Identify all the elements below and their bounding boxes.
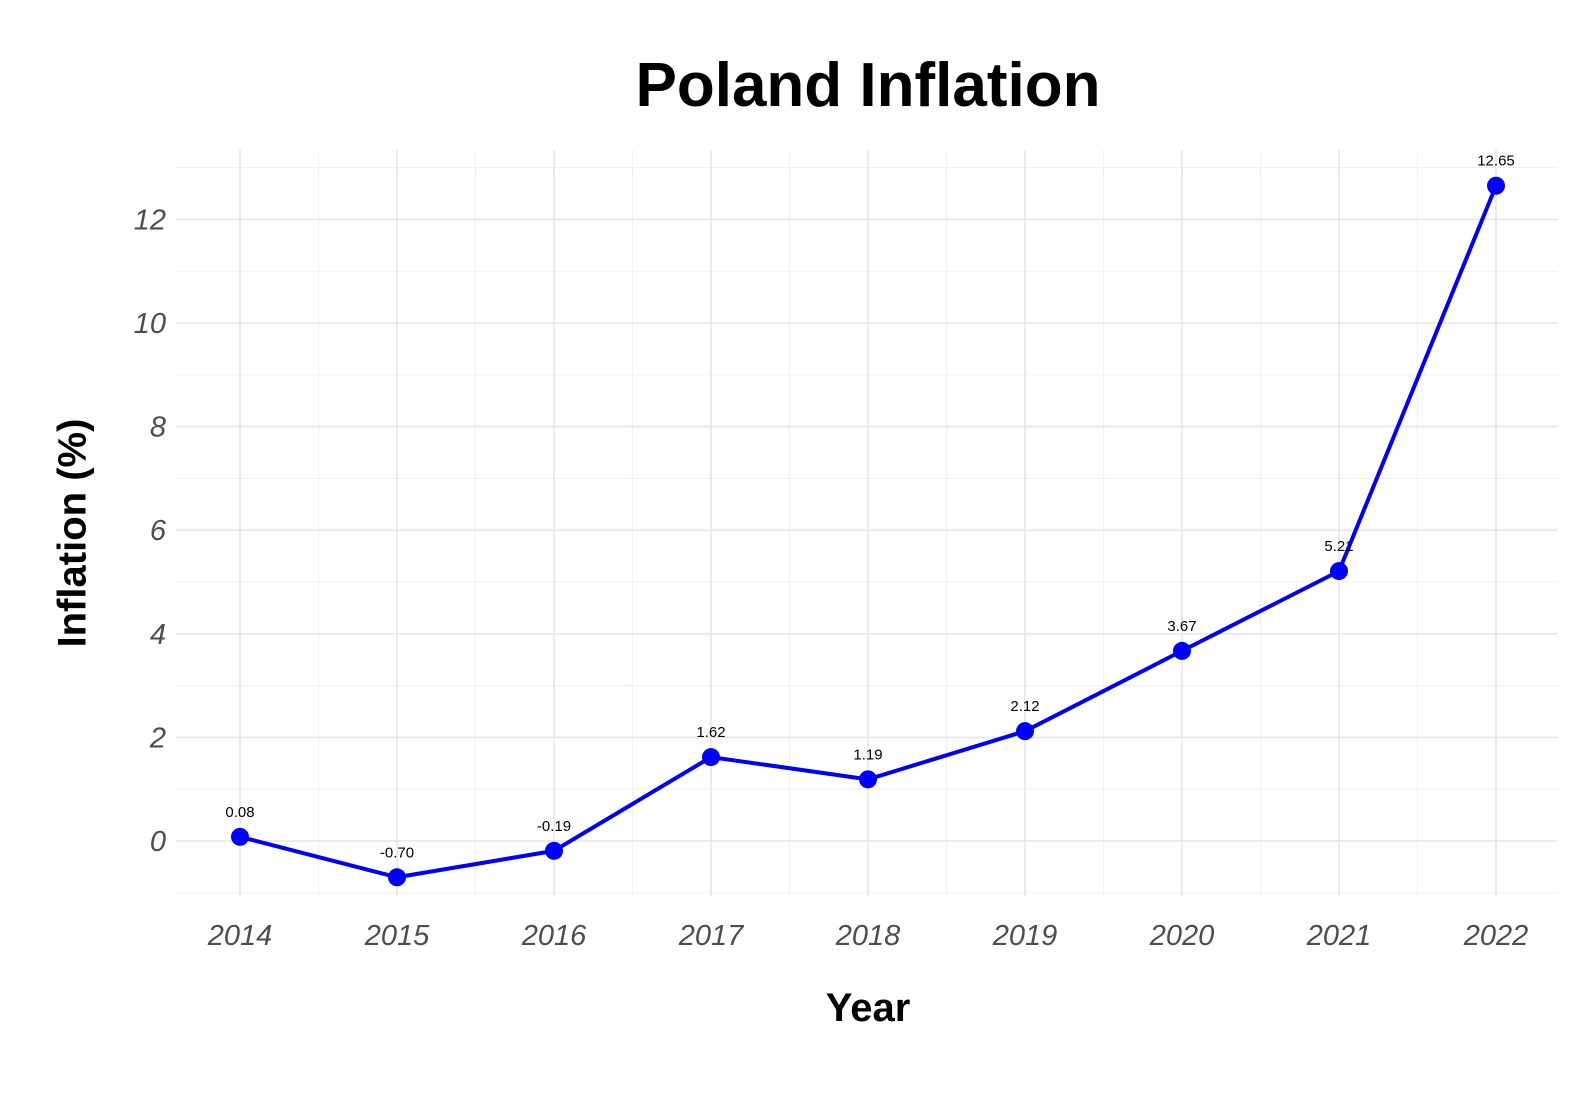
x-tick-label: 2022 <box>1463 920 1529 952</box>
data-label: 5.21 <box>1324 538 1353 555</box>
data-point <box>1330 562 1348 581</box>
data-point <box>702 748 720 767</box>
data-label: -0.19 <box>537 818 571 835</box>
x-tick-label: 2018 <box>835 920 901 952</box>
y-tick-label: 12 <box>134 204 166 236</box>
data-point <box>545 841 563 860</box>
y-tick-label: 2 <box>149 722 166 754</box>
data-point <box>859 770 877 789</box>
data-point <box>1487 176 1505 195</box>
y-tick-label: 8 <box>150 412 166 444</box>
x-tick-label: 2019 <box>992 920 1058 952</box>
grid <box>176 150 1558 896</box>
chart-title: Poland Inflation <box>635 51 1101 120</box>
data-point <box>388 868 406 887</box>
data-point <box>1173 641 1191 660</box>
x-tick-label: 2014 <box>207 920 273 952</box>
data-label: 1.19 <box>853 746 882 763</box>
x-axis-title: Year <box>825 986 911 1030</box>
axis-ticks: 0 2 4 6 8 10 12 2014 2015 2016 2017 2018 2019 2020 202… <box>134 204 1529 952</box>
data-label: 3.67 <box>1167 618 1196 635</box>
data-label: 2.12 <box>1010 698 1039 715</box>
data-label: -0.70 <box>380 844 414 861</box>
y-tick-label: 4 <box>150 619 166 651</box>
y-tick-label: 10 <box>134 308 166 340</box>
data-label: 12.65 <box>1477 153 1515 170</box>
x-tick-label: 2015 <box>364 920 430 952</box>
y-tick-label: 0 <box>150 826 166 858</box>
series-layer <box>231 176 1505 887</box>
x-tick-label: 2017 <box>678 920 745 952</box>
x-tick-label: 2020 <box>1149 920 1215 952</box>
data-point <box>1016 722 1034 741</box>
x-tick-label: 2021 <box>1306 920 1372 952</box>
data-label: 0.08 <box>225 804 254 821</box>
y-tick-label: 6 <box>150 515 167 547</box>
data-point <box>231 827 249 846</box>
data-labels: 0.08 -0.70 -0.19 1.62 1.19 2.12 3.67 5.21 12.65 <box>225 153 1514 862</box>
x-tick-label: 2016 <box>521 920 587 952</box>
data-label: 1.62 <box>696 724 725 741</box>
